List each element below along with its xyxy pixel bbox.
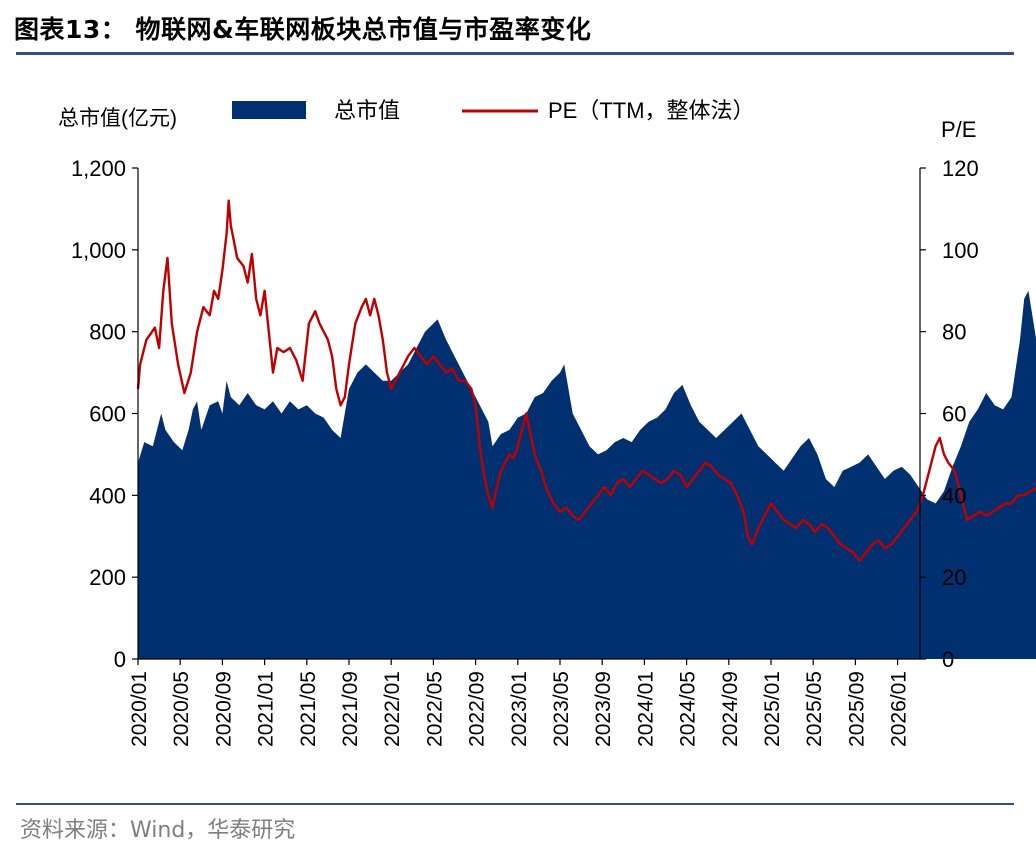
x-tick-label: 2024/01 — [634, 671, 657, 747]
right-tick-label: 80 — [942, 320, 966, 345]
chart: 0 200 400 600 800 1,000 1,200 0 20 40 60 80 100 120 20… — [58, 98, 1036, 747]
left-tick-label: 600 — [89, 402, 126, 427]
market-cap-area-layer — [138, 290, 1036, 659]
right-tick-label: 40 — [942, 483, 966, 508]
x-tick-label: 2022/05 — [423, 671, 446, 747]
right-tick-label: 60 — [942, 402, 966, 427]
left-tick-label: 1,000 — [71, 238, 126, 263]
x-tick-label: 2020/05 — [170, 671, 193, 747]
pe-line-layer — [136, 199, 1036, 562]
left-tick-label: 400 — [89, 483, 126, 508]
source-rule — [16, 803, 1014, 805]
legend-swatch-market-cap — [232, 101, 306, 119]
x-tick-label: 2020/09 — [212, 671, 235, 747]
right-tick-label: 120 — [942, 156, 979, 181]
right-tick-label: 100 — [942, 238, 979, 263]
x-tick-label: 2020/01 — [128, 671, 151, 747]
x-tick-label: 2025/05 — [803, 671, 826, 747]
x-tick-label: 2025/01 — [761, 671, 784, 747]
x-tick-label: 2021/09 — [339, 671, 362, 747]
legend-label-market-cap: 总市值 — [334, 98, 400, 123]
legend-label-pe: PE（TTM，整体法） — [548, 98, 755, 123]
x-tick-label: 2024/09 — [719, 671, 742, 747]
source-note: 资料来源：Wind，华泰研究 — [20, 818, 296, 843]
figure-title: 图表13： 物联网&车联网板块总市值与市盈率变化 — [14, 15, 592, 44]
x-tick-label: 2023/01 — [508, 671, 531, 747]
title-rule — [16, 52, 1014, 55]
x-tick-label: 2022/09 — [466, 671, 489, 747]
x-tick-label: 2024/05 — [677, 671, 700, 747]
x-tick-label: 2023/09 — [592, 671, 615, 747]
x-tick-label: 2021/05 — [297, 671, 320, 747]
left-axis-title: 总市值(亿元) — [58, 107, 177, 130]
left-tick-label: 0 — [114, 647, 126, 672]
legend: 总市值 PE（TTM，整体法） — [232, 98, 755, 123]
x-tick-label: 2021/01 — [255, 671, 278, 747]
right-tick-label: 0 — [942, 647, 954, 672]
left-tick-label: 200 — [89, 565, 126, 590]
ticks-layer: 0 200 400 600 800 1,000 1,200 0 20 40 60 80 100 120 20… — [71, 156, 979, 747]
right-tick-label: 20 — [942, 565, 966, 590]
x-tick-label: 2025/09 — [845, 671, 868, 747]
x-tick-label: 2022/01 — [381, 671, 404, 747]
market-cap-area — [138, 290, 1036, 659]
x-tick-label: 2026/01 — [888, 671, 911, 747]
x-tick-label: 2023/05 — [550, 671, 573, 747]
left-tick-label: 800 — [89, 320, 126, 345]
left-tick-label: 1,200 — [71, 156, 126, 181]
pe-line — [136, 199, 1036, 562]
right-axis-title: P/E — [941, 117, 976, 142]
